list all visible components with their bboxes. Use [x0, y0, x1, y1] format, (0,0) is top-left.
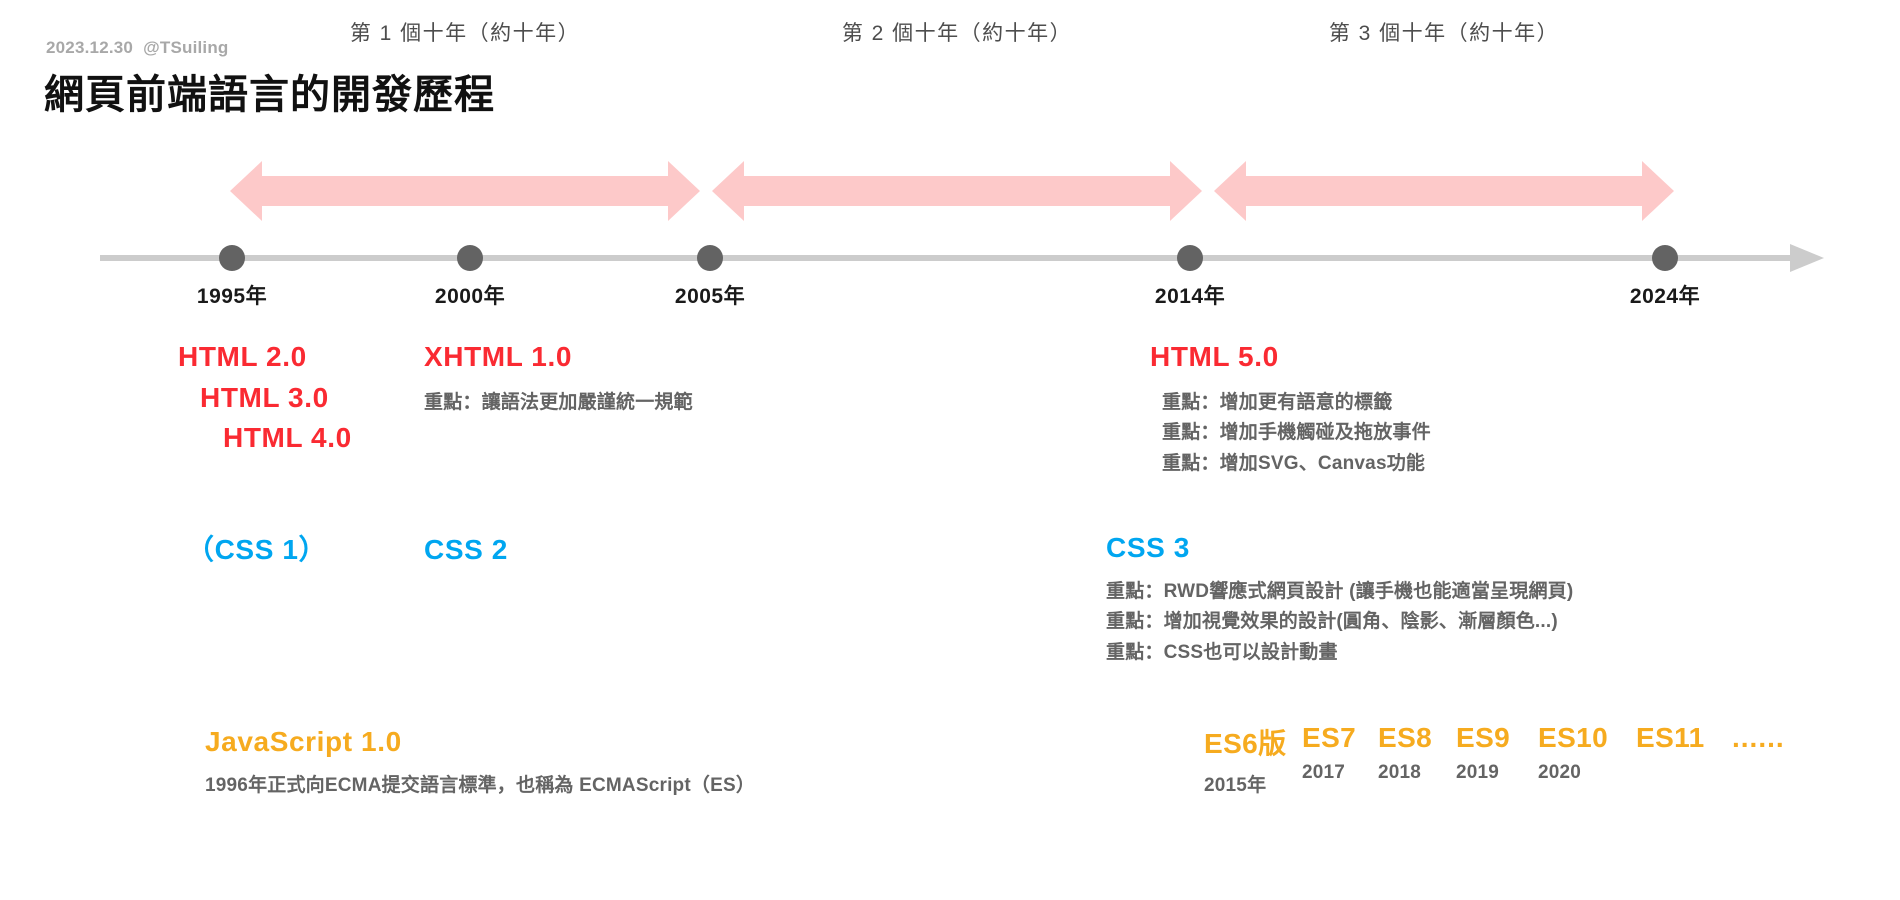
axis-line: [100, 255, 1790, 261]
year-label-2000: 2000年: [434, 285, 506, 308]
es-version-es10: ES10 2020: [1538, 722, 1636, 784]
decade-band-2-label: 第 2 個十年（約十年）: [841, 22, 1073, 45]
css3-note-2: 重點：增加視覺效果的設計(圓角、陰影、漸層顏色...): [1106, 611, 1558, 633]
es-version-es6: ES6版 2015年: [1204, 722, 1302, 797]
year-label-1995: 1995年: [196, 285, 268, 308]
html5-block: HTML 5.0 重點：增加更有語意的標籤 重點：增加手機觸碰及拖放事件 重點：…: [1150, 337, 1431, 480]
html5-note-3: 重點：增加SVG、Canvas功能: [1162, 453, 1426, 475]
html5-title: HTML 5.0: [1150, 341, 1279, 372]
javascript-title: JavaScript 1.0: [205, 726, 402, 757]
es6-year: 2015年: [1204, 775, 1267, 796]
es11-name: ES11: [1636, 722, 1705, 753]
css3-title: CSS 3: [1106, 532, 1190, 563]
decade-band-2-arrow: [712, 161, 1202, 221]
es8-name: ES8: [1378, 722, 1433, 753]
es9-year: 2019: [1456, 762, 1500, 783]
year-label-2024: 2024年: [1629, 285, 1701, 308]
es-version-es11: ES11: [1636, 722, 1732, 754]
byline-author: @TSuiling: [143, 38, 229, 57]
byline: 2023.12.30 @TSuiling: [46, 38, 229, 58]
css3-note-1: 重點：RWD響應式網頁設計 (讓手機也能適當呈現網頁): [1106, 580, 1574, 602]
es8-year: 2018: [1378, 762, 1422, 783]
xhtml-note-1: 重點：讓語法更加嚴謹統一規範: [424, 391, 693, 413]
decade-bands: [230, 161, 1674, 221]
css1-label: （CSS 1）: [186, 534, 328, 565]
css2-label: CSS 2: [424, 534, 508, 565]
es6-name: ES6版: [1204, 728, 1287, 759]
es7-name: ES7: [1302, 722, 1357, 753]
javascript-note-1: 1996年正式向ECMA提交語言標準，也稱為 ECMAScript（ES）: [205, 774, 756, 796]
javascript-block: JavaScript 1.0 1996年正式向ECMA提交語言標準，也稱為 EC…: [205, 722, 755, 801]
decade-band-1-label: 第 1 個十年（約十年）: [349, 22, 581, 45]
css3-block: CSS 3 重點：RWD響應式網頁設計 (讓手機也能適當呈現網頁) 重點：增加視…: [1106, 528, 1573, 669]
es10-year: 2020: [1538, 762, 1582, 783]
es-version-es7: ES7 2017: [1302, 722, 1378, 784]
timeline-axis-graphic: [100, 244, 1824, 272]
html-early-versions: HTML 2.0 HTML 3.0 HTML 4.0: [178, 337, 352, 459]
xhtml-block: XHTML 1.0 重點：讓語法更加嚴謹統一規範: [424, 337, 693, 418]
byline-date: 2023.12.30: [46, 38, 134, 57]
decade-band-3-label: 第 3 個十年（約十年）: [1328, 22, 1560, 45]
decade-band-1-arrow: [230, 161, 700, 221]
html5-note-2: 重點：增加手機觸碰及拖放事件: [1162, 422, 1431, 444]
es-more: ......: [1732, 722, 1785, 754]
es-more-ellipsis: ......: [1732, 722, 1785, 753]
timeline-axis: 1995年 2000年 2005年 2014年 2024年: [0, 236, 1900, 326]
html5-note-1: 重點：增加更有語意的標籤: [1162, 391, 1393, 413]
css3-note-3: 重點：CSS也可以設計動畫: [1106, 642, 1338, 664]
year-label-2005: 2005年: [674, 285, 746, 308]
page-title: 網頁前端語言的開發歷程: [44, 73, 495, 117]
decade-band-3-arrow: [1214, 161, 1674, 221]
es10-name: ES10: [1538, 722, 1609, 753]
axis-arrowhead-icon: [1790, 244, 1824, 272]
es-version-es9: ES9 2019: [1456, 722, 1538, 784]
timeline-dot-2014: [1177, 245, 1203, 271]
timeline-dot-2024: [1652, 245, 1678, 271]
es9-name: ES9: [1456, 722, 1511, 753]
timeline-dot-1995: [219, 245, 245, 271]
html-2-0-label: HTML 2.0: [178, 341, 307, 372]
es-version-es8: ES8 2018: [1378, 722, 1456, 784]
es-versions-row: ES6版 2015年 ES7 2017 ES8 2018 ES9 2019 ES…: [1204, 722, 1785, 797]
timeline-dot-2000: [457, 245, 483, 271]
html-4-0-label: HTML 4.0: [223, 422, 352, 454]
html-3-0-label: HTML 3.0: [200, 381, 329, 413]
es7-year: 2017: [1302, 762, 1346, 783]
year-label-2014: 2014年: [1154, 285, 1226, 308]
timeline-dot-2005: [697, 245, 723, 271]
xhtml-title: XHTML 1.0: [424, 341, 573, 372]
